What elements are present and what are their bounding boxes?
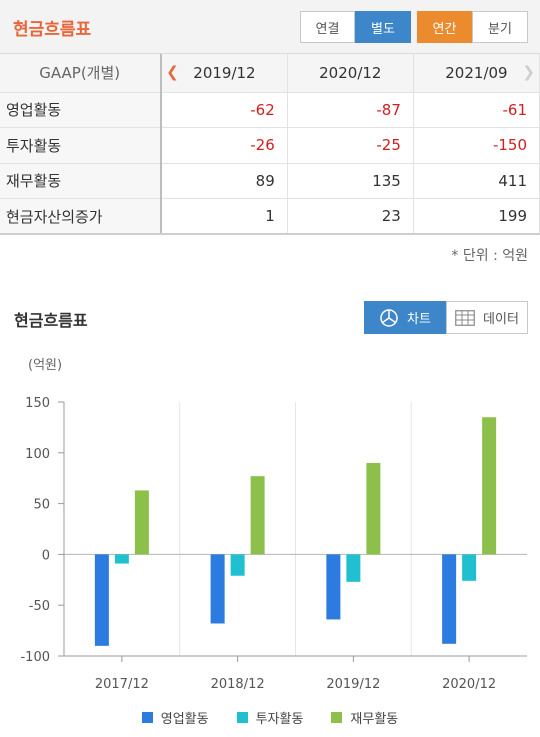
legend-swatch [331, 712, 343, 723]
row-label: 재무활동 [0, 163, 163, 199]
table-cell: -61 [413, 92, 540, 128]
table-cell: 135 [287, 163, 414, 199]
legend-label: 투자활동 [255, 712, 304, 727]
chevron-right-icon[interactable]: ❯ [522, 63, 535, 81]
chevron-left-icon[interactable]: ❮ [166, 63, 179, 81]
quarterly-toggle[interactable]: 분기 [472, 11, 528, 43]
row-label: 영업활동 [0, 92, 163, 128]
unit-note: * 단위 : 억원 [451, 248, 528, 264]
period-header: ❮ 2019/12 [161, 54, 288, 93]
table-cell: -25 [287, 127, 414, 164]
x-tick-label: 2018/12 [211, 677, 265, 692]
table-icon [455, 309, 475, 326]
bar [366, 462, 381, 555]
bar [346, 554, 361, 582]
bar [134, 490, 149, 555]
page-title: 현금흐름표 [13, 20, 92, 40]
y-tick-label: 0 [42, 548, 50, 563]
legend-label: 영업활동 [160, 712, 209, 727]
table-cell: 23 [287, 198, 414, 235]
y-tick-label: -100 [20, 650, 50, 665]
bar [250, 476, 265, 555]
bar [326, 554, 341, 620]
row-label: 현금자산의증가 [0, 198, 163, 235]
bar [114, 554, 129, 564]
period-label: 2020/12 [319, 63, 382, 82]
table-cell: -87 [287, 92, 414, 128]
period-header: 2020/12 [287, 54, 414, 93]
legend-swatch [141, 712, 153, 723]
bar [442, 554, 457, 644]
basis-label: GAAP(개별) [0, 54, 163, 93]
cashflow-table: GAAP(개별) ❮ 2019/12 2020/12 2021/09 ❯ 영업활… [0, 54, 540, 235]
x-tick-label: 2020/12 [442, 677, 496, 692]
pie-chart-icon [380, 308, 398, 327]
bar [210, 554, 225, 624]
chart-unit-label: (억원) [28, 358, 63, 373]
row-label: 투자활동 [0, 127, 163, 164]
chart-view-label: 차트 [407, 312, 431, 327]
chart-view-button[interactable]: 차트 [364, 301, 446, 334]
x-tick-label: 2017/12 [95, 677, 149, 692]
table-row: 재무활동 89 135 411 [0, 163, 540, 199]
cashflow-bar-chart: 150 100 50 0 -50 -100 2017/12 2018/12 2019/12 202… [20, 396, 527, 692]
y-tick-label: 50 [33, 498, 50, 513]
bar [94, 554, 109, 646]
table-cell: -150 [413, 127, 540, 164]
y-tick-label: -50 [29, 599, 50, 614]
legend-swatch [236, 712, 248, 723]
data-view-label: 데이터 [483, 312, 519, 327]
table-header-row: GAAP(개별) ❮ 2019/12 2020/12 2021/09 ❯ [0, 54, 540, 93]
y-tick-label: 100 [25, 447, 50, 462]
legend-item: 투자활동 [236, 708, 304, 727]
table-cell: 411 [413, 163, 540, 199]
x-tick-label: 2019/12 [326, 677, 380, 692]
bar [230, 554, 245, 576]
header-bar: 현금흐름표 연결 별도 연간 분기 [0, 0, 540, 54]
table-cell: 89 [161, 163, 288, 199]
legend-label: 재무활동 [350, 712, 399, 727]
data-view-button[interactable]: 데이터 [446, 301, 528, 334]
chart-section-title: 현금흐름표 [14, 311, 88, 330]
chart-legend: 영업활동 투자활동 재무활동 [0, 708, 540, 727]
period-label: 2019/12 [193, 63, 256, 82]
period-label: 2021/09 [445, 63, 508, 82]
table-cell: -62 [161, 92, 288, 128]
separate-toggle[interactable]: 별도 [355, 11, 411, 43]
legend-item: 재무활동 [331, 708, 398, 727]
legend-item: 영업활동 [141, 708, 209, 727]
table-cell: 199 [413, 198, 540, 235]
table-row: 영업활동 -62 -87 -61 [0, 92, 540, 128]
bar [462, 554, 477, 581]
period-header: 2021/09 ❯ [413, 54, 540, 93]
table-row: 투자활동 -26 -25 -150 [0, 127, 540, 164]
annual-toggle[interactable]: 연간 [417, 11, 472, 43]
table-cell: -26 [161, 127, 288, 164]
table-cell: 1 [161, 198, 288, 235]
bar [482, 417, 497, 555]
y-tick-label: 150 [25, 396, 50, 411]
table-row: 현금자산의증가 1 23 199 [0, 198, 540, 235]
consolidated-toggle[interactable]: 연결 [300, 11, 355, 43]
